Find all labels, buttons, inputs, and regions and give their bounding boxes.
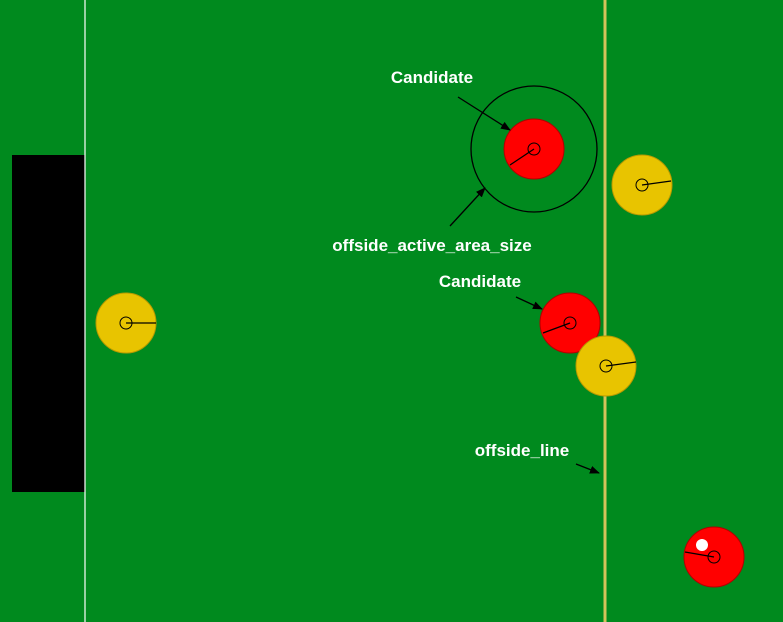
arrow-candidate-mid [515, 296, 543, 310]
player-red-candidate-mid [539, 292, 601, 354]
player-red-candidate-top [503, 118, 565, 180]
arrow-active-area [449, 187, 486, 227]
player-yellow-defender-mid [575, 335, 637, 397]
arrow-candidate-top [457, 96, 511, 131]
player-red-ball-carrier [683, 526, 745, 588]
label-offside-line: offside_line [475, 441, 569, 460]
label-offside-active-area-size: offside_active_area_size [332, 236, 531, 255]
offside-active-area-circle [470, 85, 598, 213]
label-candidate-top: Candidate [391, 68, 473, 87]
ball [696, 539, 708, 551]
label-candidate-mid: Candidate [439, 272, 521, 291]
player-yellow-goalkeeper [95, 292, 157, 354]
arrow-offside-line [575, 463, 600, 474]
player-yellow-defender-top [611, 154, 673, 216]
goal [12, 155, 85, 492]
